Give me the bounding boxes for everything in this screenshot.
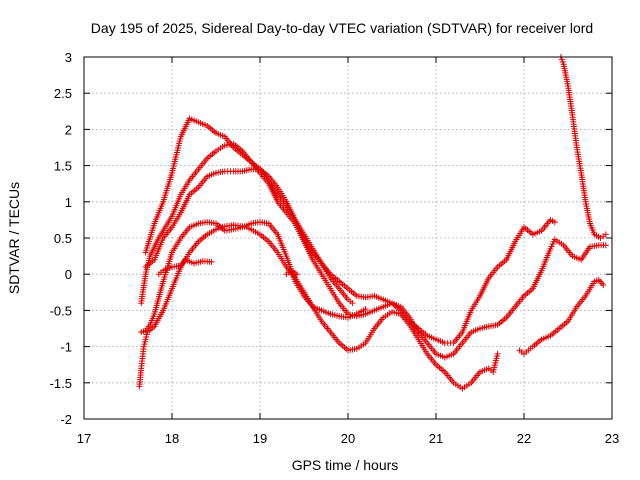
- x-tick-label: 18: [165, 431, 179, 446]
- data-point: [349, 300, 356, 307]
- x-axis-label: GPS time / hours: [292, 457, 399, 473]
- series-1: [136, 221, 501, 392]
- y-axis-label: SDTVAR / TECUs: [6, 182, 22, 294]
- data-point: [293, 271, 300, 278]
- data-point: [600, 282, 607, 289]
- y-tick-label: -1: [60, 340, 72, 355]
- data-point: [602, 231, 609, 238]
- data-point: [602, 242, 609, 249]
- series-8: [516, 276, 607, 357]
- data-point: [494, 350, 501, 357]
- series-2: [138, 140, 609, 361]
- data-point: [551, 219, 558, 226]
- y-tick-label: 2.5: [54, 86, 72, 101]
- y-tick-label: -1.5: [50, 376, 72, 391]
- data-point: [362, 305, 369, 312]
- x-tick-label: 20: [341, 431, 355, 446]
- series-4: [138, 219, 369, 336]
- y-tick-label: 1.5: [54, 159, 72, 174]
- y-tick-label: -2: [60, 412, 72, 427]
- y-tick-label: -0.5: [50, 303, 72, 318]
- x-tick-label: 19: [253, 431, 267, 446]
- series-6: [142, 115, 356, 307]
- series-9: [557, 54, 609, 241]
- x-tick-label: 23: [605, 431, 619, 446]
- y-tick-label: 2: [65, 122, 72, 137]
- data-point: [208, 258, 215, 265]
- y-tick-label: 0: [65, 267, 72, 282]
- x-tick-label: 22: [517, 431, 531, 446]
- chart-title: Day 195 of 2025, Sidereal Day-to-day VTE…: [91, 20, 593, 36]
- y-tick-label: 3: [65, 50, 72, 65]
- series-7: [283, 267, 300, 278]
- x-tick-label: 21: [429, 431, 443, 446]
- x-tick-label: 17: [77, 431, 91, 446]
- axis-ticks: 17 18 19 20 21 22 23 3 2.5 2 1.5 1 0.5 0 -0.5 -1 -1.5 -2: [50, 50, 620, 446]
- y-tick-label: 0.5: [54, 231, 72, 246]
- data-points: [136, 54, 609, 392]
- y-tick-label: 1: [65, 195, 72, 210]
- series-5: [155, 256, 215, 278]
- plot-frame: [83, 56, 613, 420]
